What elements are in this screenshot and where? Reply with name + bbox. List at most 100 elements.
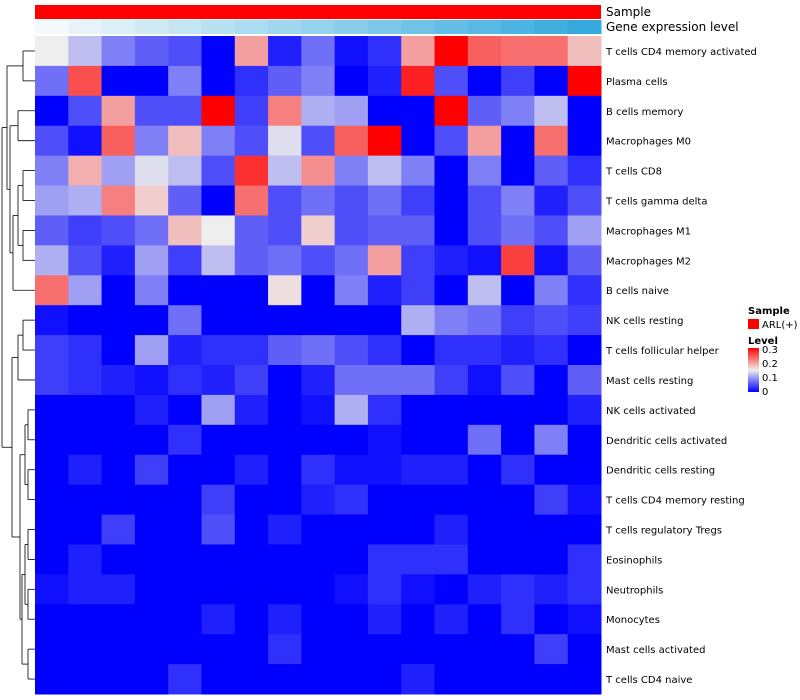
row-label: T cells follicular helper bbox=[605, 346, 720, 357]
heatmap-cell bbox=[334, 484, 369, 516]
heatmap-cell bbox=[534, 454, 569, 486]
heatmap-cell bbox=[201, 185, 236, 216]
heatmap-cell bbox=[201, 245, 236, 276]
heatmap-cell bbox=[201, 634, 236, 665]
heatmap-cell bbox=[201, 125, 236, 157]
heatmap-cell bbox=[234, 215, 269, 246]
heatmap-cell bbox=[401, 335, 436, 366]
heatmap-cell bbox=[334, 65, 369, 97]
heatmap-cell bbox=[534, 574, 569, 605]
heatmap-cell bbox=[334, 604, 369, 635]
heatmap-cell bbox=[101, 125, 136, 157]
heatmap-cell bbox=[68, 514, 103, 545]
heatmap-cell bbox=[301, 245, 336, 276]
heatmap-cell bbox=[434, 155, 469, 187]
heatmap-cell bbox=[367, 125, 402, 157]
heatmap-cell bbox=[268, 394, 302, 426]
heatmap-cell bbox=[201, 335, 236, 366]
heatmap-cell bbox=[101, 305, 136, 336]
heatmap-cell bbox=[401, 664, 436, 695]
heatmap-cell bbox=[201, 484, 236, 516]
heatmap-cell bbox=[35, 604, 69, 635]
heatmap-cell bbox=[567, 335, 602, 366]
heatmap-cell bbox=[367, 65, 402, 97]
row-label: B cells naive bbox=[606, 286, 669, 297]
heatmap-cell bbox=[168, 305, 202, 336]
heatmap-cell bbox=[134, 95, 169, 127]
heatmap-cell bbox=[567, 424, 602, 456]
heatmap-cell bbox=[35, 484, 69, 516]
heatmap-cell bbox=[35, 215, 69, 246]
heatmap-cell bbox=[201, 604, 236, 635]
heatmap-cell bbox=[367, 335, 402, 366]
heatmap-cell bbox=[268, 634, 302, 665]
heatmap-cell bbox=[501, 574, 535, 605]
gene-expression-annotation-cell bbox=[168, 20, 202, 34]
heatmap-cell bbox=[301, 394, 336, 426]
heatmap-cell bbox=[367, 215, 402, 246]
heatmap-cell bbox=[534, 394, 569, 426]
heatmap-cell bbox=[401, 574, 436, 605]
level-legend-title: Level bbox=[748, 336, 778, 347]
heatmap-cell bbox=[134, 484, 169, 516]
heatmap-cell bbox=[367, 544, 402, 575]
gene-expression-annotation-cell bbox=[367, 20, 402, 34]
heatmap-cell bbox=[134, 275, 169, 306]
heatmap-cell bbox=[434, 604, 469, 635]
heatmap-cell bbox=[567, 245, 602, 276]
heatmap-cell bbox=[301, 544, 336, 575]
heatmap-cell bbox=[501, 245, 535, 276]
heatmap-cell bbox=[434, 36, 469, 67]
heatmap-cell bbox=[401, 275, 436, 306]
heatmap-cell bbox=[268, 574, 302, 605]
heatmap-cell bbox=[301, 275, 336, 306]
heatmap-cell bbox=[301, 514, 336, 545]
heatmap-cell bbox=[301, 664, 336, 695]
heatmap-cell bbox=[35, 544, 69, 575]
heatmap-cell bbox=[401, 365, 436, 396]
heatmap-cell bbox=[534, 664, 569, 695]
heatmap-cell bbox=[68, 604, 103, 635]
heatmap-cell bbox=[501, 65, 535, 97]
heatmap-cell bbox=[35, 245, 69, 276]
heatmap-cell bbox=[168, 544, 202, 575]
heatmap-cell bbox=[367, 394, 402, 426]
heatmap-cell bbox=[501, 604, 535, 635]
level-tick-label: 0.1 bbox=[762, 373, 778, 384]
heatmap-cell bbox=[35, 365, 69, 396]
heatmap-cell bbox=[234, 65, 269, 97]
heatmap-cell bbox=[35, 335, 69, 366]
heatmap-cell bbox=[401, 634, 436, 665]
heatmap-cell bbox=[68, 245, 103, 276]
heatmap-cell bbox=[234, 245, 269, 276]
heatmap-cell bbox=[168, 95, 202, 127]
heatmap-cell bbox=[201, 664, 236, 695]
heatmap-cell bbox=[534, 305, 569, 336]
heatmap-cell bbox=[168, 245, 202, 276]
heatmap-cell bbox=[401, 185, 436, 216]
heatmap-cell bbox=[201, 424, 236, 456]
gene-expression-annotation-cell bbox=[268, 20, 302, 34]
heatmap-cell bbox=[334, 36, 369, 67]
heatmap-cell bbox=[168, 634, 202, 665]
heatmap-cell bbox=[168, 155, 202, 187]
heatmap-cell bbox=[234, 125, 269, 157]
heatmap-cell bbox=[234, 275, 269, 306]
heatmap-cell bbox=[134, 604, 169, 635]
heatmap-cell bbox=[334, 365, 369, 396]
row-label: T cells CD4 naive bbox=[605, 675, 692, 686]
heatmap-cell bbox=[567, 514, 602, 545]
heatmap-cell bbox=[467, 335, 502, 366]
heatmap-cell bbox=[434, 484, 469, 516]
sample-annotation-bar bbox=[35, 5, 601, 19]
heatmap-cell bbox=[467, 275, 502, 306]
heatmap-cell bbox=[301, 36, 336, 67]
heatmap-cell bbox=[367, 634, 402, 665]
heatmap-cell bbox=[467, 484, 502, 516]
heatmap-cell bbox=[334, 245, 369, 276]
heatmap-cell bbox=[101, 634, 136, 665]
heatmap-cell bbox=[401, 424, 436, 456]
heatmap-cell bbox=[68, 305, 103, 336]
row-label: T cells gamma delta bbox=[605, 197, 707, 208]
